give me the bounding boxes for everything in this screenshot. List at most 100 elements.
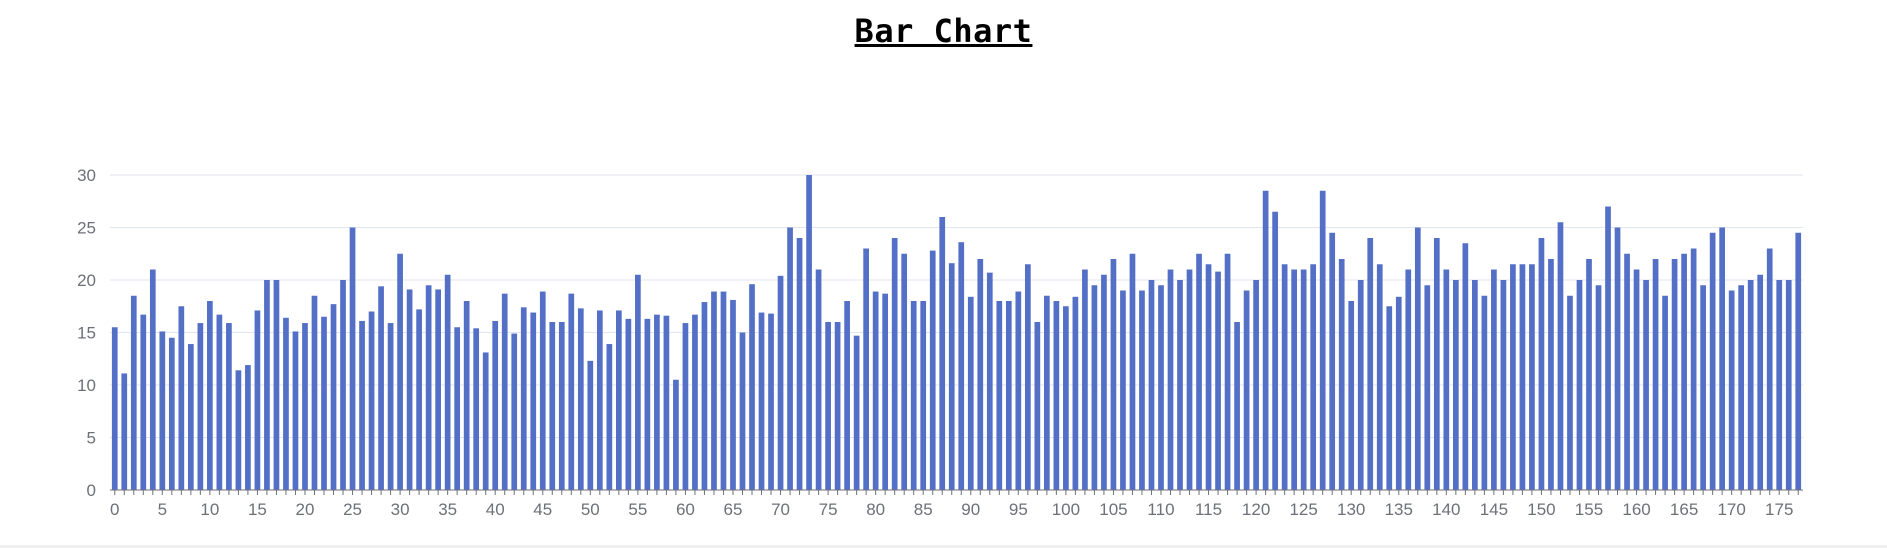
- bar: [1139, 290, 1145, 490]
- x-tick-label: 105: [1099, 500, 1127, 519]
- bar: [321, 316, 327, 490]
- x-tick-label: 165: [1670, 500, 1698, 519]
- bar: [1120, 290, 1126, 490]
- x-tick-label: 60: [676, 500, 695, 519]
- bar: [1795, 232, 1802, 490]
- y-tick-label: 10: [77, 376, 96, 395]
- bar: [330, 304, 337, 490]
- bar: [264, 280, 270, 490]
- bar: [111, 327, 118, 490]
- bar: [977, 259, 984, 490]
- bar: [1738, 285, 1745, 490]
- x-tick-label: 0: [110, 500, 119, 519]
- x-tick-label: 150: [1527, 500, 1555, 519]
- bar: [216, 314, 223, 490]
- bar: [1367, 238, 1374, 490]
- bar: [1110, 259, 1117, 490]
- bar: [397, 253, 403, 490]
- bar: [739, 332, 746, 490]
- x-tick-label: 25: [343, 500, 362, 519]
- bar: [425, 285, 432, 490]
- bar: [1614, 227, 1621, 490]
- bar: [1005, 301, 1012, 490]
- bar: [815, 269, 822, 490]
- bar: [1757, 274, 1764, 490]
- bar: [1491, 269, 1497, 490]
- bar: [1519, 264, 1526, 490]
- bar: [730, 299, 736, 490]
- bar: [511, 333, 518, 490]
- bar: [302, 323, 308, 490]
- bottom-divider: [0, 545, 1887, 548]
- bar: [140, 314, 147, 490]
- bar: [711, 291, 717, 490]
- bar: [1538, 238, 1545, 490]
- bar: [1386, 306, 1393, 490]
- bar: [1253, 280, 1259, 490]
- x-tick-label: 110: [1147, 500, 1174, 519]
- bar: [530, 312, 537, 490]
- bar: [701, 302, 708, 490]
- bar: [1348, 301, 1355, 490]
- bar: [1091, 285, 1098, 490]
- bar: [1776, 280, 1783, 490]
- bar: [378, 286, 384, 490]
- bar: [1681, 253, 1687, 490]
- bar: [1234, 322, 1240, 490]
- bar: [1167, 269, 1174, 490]
- bar: [834, 322, 841, 490]
- y-tick-label: 0: [87, 481, 96, 500]
- bar: [1034, 322, 1041, 490]
- y-tick-label: 20: [77, 271, 96, 290]
- bar: [226, 323, 232, 490]
- bar: [1595, 285, 1602, 490]
- bar: [168, 337, 175, 490]
- bar: [292, 331, 299, 490]
- bar: [273, 280, 280, 490]
- bar: [159, 331, 166, 490]
- bar: [1082, 269, 1088, 490]
- x-tick-label: 135: [1385, 500, 1413, 519]
- y-tick-label: 5: [87, 429, 96, 448]
- x-axis: 0 5 10 15 20 25 30 35 40 45 50 55 60 65 70 75 80 85 90 95 10…: [110, 489, 1803, 519]
- bar: [749, 284, 755, 490]
- bar: [1700, 285, 1706, 490]
- bar: [1395, 296, 1402, 490]
- x-tick-label: 160: [1622, 500, 1650, 519]
- y-tick-label: 25: [77, 219, 96, 238]
- bar: [577, 308, 584, 490]
- bar: [1063, 306, 1069, 490]
- bar: [1024, 264, 1031, 490]
- bar: [929, 250, 936, 490]
- bar: [853, 335, 860, 490]
- bar: [948, 263, 955, 490]
- bar: [1053, 301, 1060, 490]
- bar: [1281, 264, 1288, 490]
- bar: [1158, 285, 1164, 490]
- bar: [635, 274, 641, 490]
- bar: [539, 291, 546, 490]
- x-tick-label: 55: [628, 500, 647, 519]
- x-tick-label: 130: [1337, 500, 1365, 519]
- x-tick-label: 120: [1242, 500, 1270, 519]
- bar: [596, 310, 603, 490]
- bar: [435, 289, 441, 490]
- bar: [1766, 248, 1773, 490]
- bar: [1101, 274, 1107, 490]
- bar: [197, 323, 204, 490]
- bar: [682, 323, 689, 490]
- bar: [340, 280, 346, 490]
- x-tick-label: 170: [1717, 500, 1745, 519]
- bar: [615, 310, 622, 490]
- bar: [1643, 280, 1649, 490]
- bar: [920, 301, 927, 490]
- x-tick-label: 175: [1765, 500, 1793, 519]
- bar: [1072, 296, 1079, 490]
- bar: [368, 311, 375, 490]
- bar: [178, 306, 185, 490]
- bar: [520, 307, 527, 490]
- bar: [1300, 269, 1307, 490]
- bar: [1624, 253, 1630, 490]
- bar: [1557, 222, 1564, 490]
- bar: [1015, 291, 1022, 490]
